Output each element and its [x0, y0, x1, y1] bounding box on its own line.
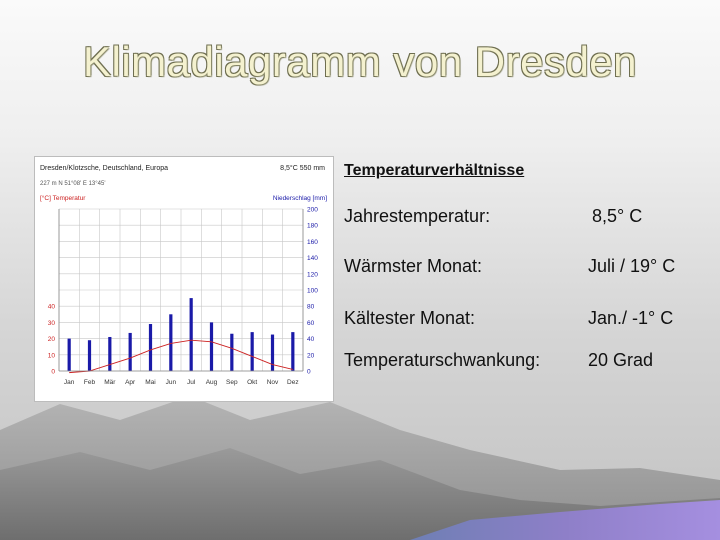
right-tick-label: 80	[307, 304, 315, 311]
right-tick-label: 160	[307, 239, 318, 246]
stat-row-coldest: Kältester Monat: Jan./ -1° C	[344, 308, 704, 332]
precip-bar	[108, 336, 112, 371]
month-label: Okt	[247, 379, 257, 386]
diagram-header-right: 8,5°C 550 mm	[280, 164, 325, 172]
stat-label: Kältester Monat:	[344, 308, 476, 328]
month-label: Apr	[125, 379, 136, 386]
climate-chart: Dresden/Klotzsche, Deutschland, Europa 8…	[40, 164, 327, 386]
right-tick-label: 20	[307, 352, 315, 359]
stat-value: 20 Grad	[588, 350, 654, 370]
month-label: Mär	[104, 379, 116, 386]
right-tick-label: 140	[307, 255, 318, 262]
precip-bar	[209, 322, 214, 371]
stats-heading: Temperaturverhältnisse	[344, 162, 525, 179]
stat-label: Jahrestemperatur:	[344, 206, 491, 226]
diagram-header-left: Dresden/Klotzsche, Deutschland, Europa	[40, 165, 168, 172]
right-tick-label: 120	[307, 271, 318, 278]
stat-row-annual: Jahrestemperatur: 8,5° C	[344, 206, 704, 230]
month-label: Jan	[64, 379, 75, 386]
stat-row-range: Temperaturschwankung: 20 Grad	[344, 350, 704, 374]
month-label: Dez	[287, 379, 299, 386]
month-label: Sep	[226, 379, 238, 386]
stat-value: Juli / 19° C	[588, 256, 676, 276]
left-tick-label: 40	[48, 304, 56, 311]
stat-row-warmest: Wärmster Monat: Juli / 19° C	[344, 256, 704, 280]
month-label: Feb	[84, 379, 96, 386]
precip-bar	[230, 333, 234, 371]
precip-bar	[270, 334, 275, 371]
diagram-header-subline: 227 m N 51°08' E 13°45'	[40, 181, 105, 187]
left-tick-label: 10	[48, 352, 56, 359]
right-tick-label: 0	[307, 369, 311, 376]
stat-label: Temperaturschwankung:	[344, 350, 541, 370]
precip-bar	[291, 332, 295, 371]
stat-value: 8,5° C	[592, 206, 643, 226]
stat-value: Jan./ -1° C	[588, 308, 674, 328]
slide-title: Klimadiagramm von Dresden	[82, 38, 638, 85]
right-tick-label: 40	[307, 336, 315, 343]
temp-axis-label: [°C] Temperatur	[40, 194, 86, 202]
precip-bar	[67, 338, 71, 371]
precip-bar	[148, 324, 153, 371]
month-label: Jul	[187, 379, 196, 386]
temperature-line	[69, 339, 293, 374]
temperature-stats: Temperaturverhältnisse Jahrestemperatur:…	[344, 160, 704, 390]
left-tick-label: 20	[48, 336, 56, 343]
left-tick-label: 30	[48, 320, 56, 327]
precip-bar	[128, 332, 132, 371]
right-tick-label: 200	[307, 207, 318, 214]
right-tick-label: 60	[307, 320, 315, 327]
precip-bar	[250, 332, 254, 371]
precip-bar	[169, 314, 173, 371]
climate-diagram: Dresden/Klotzsche, Deutschland, Europa 8…	[34, 156, 334, 402]
month-label: Jun	[166, 379, 177, 386]
right-tick-label: 180	[307, 223, 318, 230]
stat-label: Wärmster Monat:	[344, 256, 483, 276]
month-label: Nov	[267, 379, 279, 386]
precip-axis-label: Niederschlag [mm]	[273, 195, 327, 202]
month-label: Aug	[206, 379, 218, 386]
left-tick-label: 0	[51, 369, 55, 376]
month-label: Mai	[145, 379, 155, 386]
right-tick-label: 100	[307, 288, 318, 295]
precip-bar	[189, 298, 193, 371]
precip-bar	[87, 340, 92, 371]
